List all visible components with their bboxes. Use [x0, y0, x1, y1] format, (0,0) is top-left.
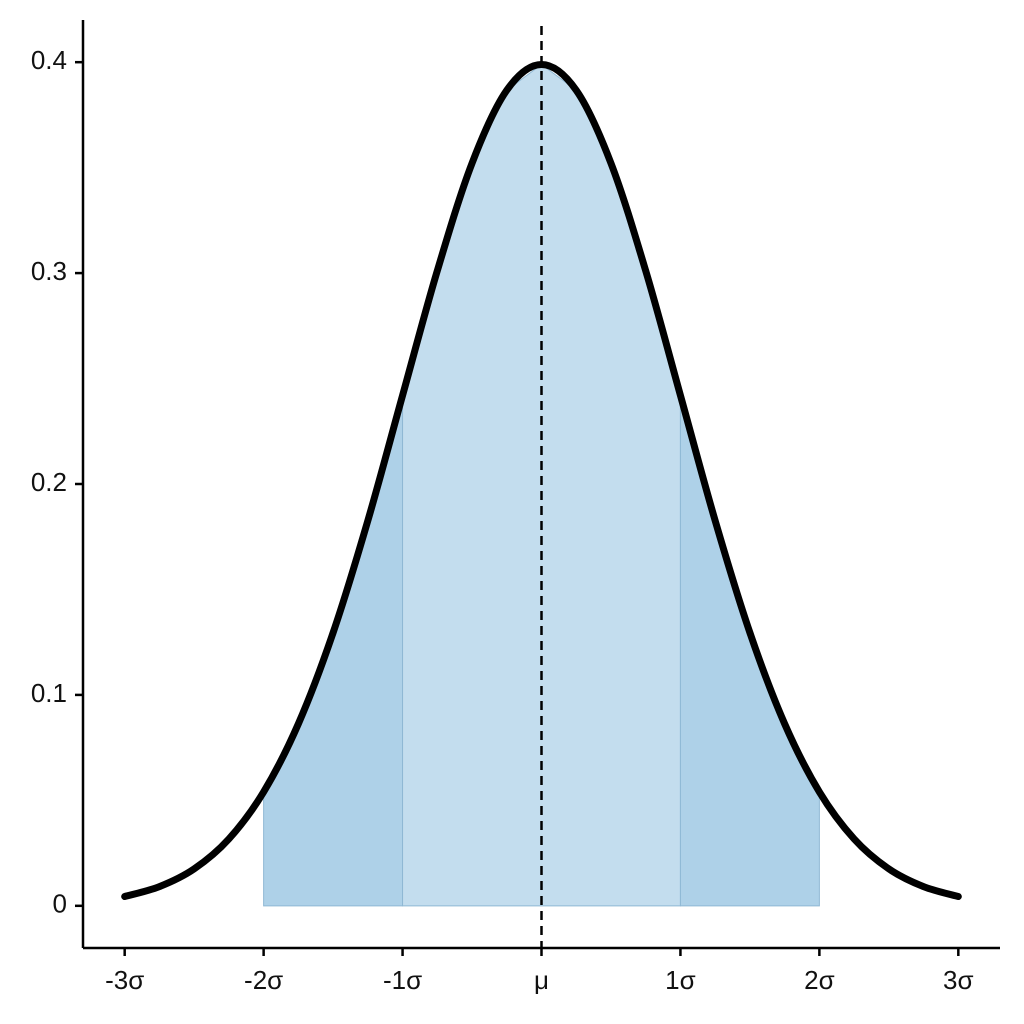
y-tick-label: 0.3 — [31, 256, 67, 286]
x-tick-label: -2σ — [244, 965, 283, 995]
x-tick-label: 1σ — [665, 965, 696, 995]
x-tick-label: 2σ — [804, 965, 835, 995]
x-tick-label: μ — [534, 965, 549, 995]
y-tick-label: 0.2 — [31, 467, 67, 497]
x-tick-label: 3σ — [943, 965, 974, 995]
y-tick-label: 0.1 — [31, 678, 67, 708]
x-tick-label: -3σ — [105, 965, 144, 995]
y-tick-label: 0 — [53, 889, 67, 919]
y-tick-label: 0.4 — [31, 45, 67, 75]
x-tick-label: -1σ — [383, 965, 422, 995]
